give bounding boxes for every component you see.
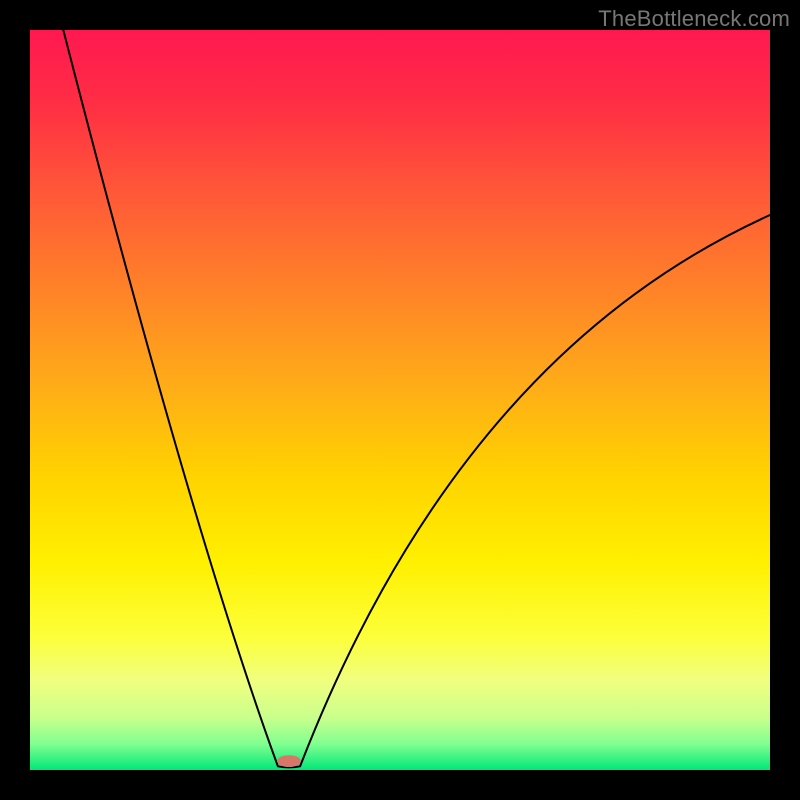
bottleneck-chart [0, 0, 800, 800]
optimal-point-marker [277, 755, 301, 767]
gradient-background [30, 30, 770, 770]
chart-frame: TheBottleneck.com [0, 0, 800, 800]
watermark-text: TheBottleneck.com [598, 6, 790, 32]
